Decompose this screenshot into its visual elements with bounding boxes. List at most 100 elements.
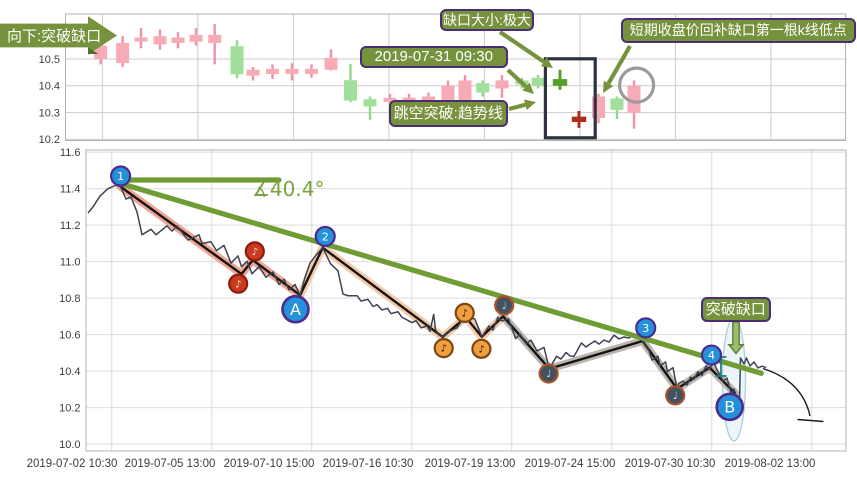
pivot-note-marker: ♪ — [454, 302, 475, 323]
y-axis-tick-label: 11.2 — [60, 220, 81, 232]
candle-body — [230, 46, 244, 75]
pivot-label-marker-A: A — [281, 294, 310, 324]
annotation-trendline-angle-text: ∡40.4° — [252, 176, 325, 201]
x-axis-tick-label: 2019-08-02 13:00 — [725, 458, 816, 470]
svg-text:♩: ♩ — [502, 301, 507, 312]
svg-text:2: 2 — [322, 230, 329, 243]
annotation-short-term-close-fill: 短期收盘价回补缺口第一根k线低点 — [620, 17, 856, 43]
svg-text:♪: ♪ — [235, 279, 241, 290]
x-axis-tick-label: 2019-07-30 10:30 — [625, 458, 716, 470]
candle-body — [189, 34, 203, 42]
pivot-note-marker: ♩ — [494, 295, 515, 316]
annotation-arrow-line — [508, 102, 526, 112]
y-axis-tick-label: 11.4 — [60, 183, 81, 195]
ribbon-fold — [87, 47, 99, 55]
x-axis-tick-label: 2019-07-24 15:00 — [525, 458, 616, 470]
pivot-label-marker-1: 1 — [109, 165, 132, 187]
y-axis-tick-label: 10.4 — [59, 366, 80, 378]
y-axis-tick-label: 11.0 — [60, 256, 81, 268]
pivot-note-marker: ♩ — [665, 385, 686, 406]
candle-body — [627, 85, 641, 113]
y-axis-tick-label: 10.5 — [39, 54, 60, 66]
candle-highlight-circle — [617, 66, 656, 104]
candle-body — [208, 34, 222, 43]
annotation-datetime: 2019-07-31 09:30 — [360, 45, 508, 68]
annotation-gap-breakout-trendline-text: 跳空突破:趋势线 — [393, 104, 503, 122]
annotation-arrowhead-icon — [522, 82, 534, 94]
annotation-arrow-line — [506, 68, 528, 89]
gap-cross-marker-bar — [571, 116, 587, 122]
pivot-label-marker-4: 4 — [700, 344, 723, 366]
down-arrow-icon — [727, 321, 745, 355]
annotation-arrowhead-icon — [523, 99, 536, 110]
svg-text:♪: ♪ — [462, 308, 468, 319]
x-axis-tick-label: 2019-07-16 10:30 — [323, 458, 414, 470]
svg-text:♩: ♩ — [546, 369, 551, 380]
x-axis-tick-label: 2019-07-05 13:00 — [125, 458, 216, 470]
annotation-down-breakaway-gap-text: 向下:突破缺口 — [7, 28, 102, 45]
svg-text:♪: ♪ — [441, 344, 447, 355]
y-axis-tick-label: 10.8 — [59, 293, 80, 305]
annotation-trendline-angle: ∡40.4° — [252, 177, 324, 201]
candle-body — [171, 37, 185, 43]
candle-body — [305, 68, 318, 75]
price-line — [87, 184, 767, 405]
candle-body — [422, 96, 435, 102]
pivot-label-marker-2: 2 — [314, 225, 336, 248]
annotation-arrowhead-icon — [603, 80, 614, 93]
pivot-note-marker: ♪ — [433, 338, 454, 359]
y-axis-tick-label: 11.6 — [60, 147, 81, 159]
pivot-label-marker-B: B — [715, 392, 745, 422]
bottom-panel-border — [85, 149, 847, 452]
pivot-note-marker: ♪ — [471, 338, 492, 359]
annotation-arrow-line — [498, 30, 546, 64]
candle-body — [495, 80, 509, 89]
svg-text:♩: ♩ — [673, 391, 678, 402]
pivot-note-marker: ♪ — [244, 241, 265, 262]
pivot-note-marker: ♩ — [538, 363, 559, 384]
x-axis-tick-label: 2019-07-02 10:30 — [27, 458, 118, 470]
svg-text:B: B — [724, 398, 735, 417]
candle-body — [363, 99, 377, 107]
candle-body — [402, 97, 416, 103]
leader-arc-line — [762, 367, 811, 417]
annotation-datetime-text: 2019-07-31 09:30 — [374, 48, 493, 66]
y-axis-tick-label: 10.0 — [59, 439, 80, 451]
y-axis-tick-label: 10.2 — [59, 402, 80, 414]
y-axis-tick-label: 10.6 — [59, 329, 80, 341]
candle-body — [324, 57, 338, 70]
annotation-arrowhead-icon — [540, 57, 553, 68]
annotation-gap-size: 缺口大小:极大 — [440, 8, 534, 31]
zigzag-line — [119, 185, 737, 395]
candle-body — [153, 36, 167, 45]
x-axis-labels: 2019-07-02 10:30 2019-07-05 13:00 2019-07-… — [27, 458, 816, 470]
annotation-breakaway-gap-text: 突破缺口 — [705, 300, 766, 318]
pivot-note-marker: ♪ — [228, 273, 249, 294]
y-axis-tick-label: 10.2 — [39, 134, 60, 146]
svg-text:♪: ♪ — [478, 344, 484, 355]
candle-body — [476, 83, 490, 93]
candle-body — [246, 69, 260, 76]
annotation-arrows — [498, 30, 632, 112]
candle-body — [266, 68, 279, 75]
candle-body — [458, 80, 472, 101]
svg-text:3: 3 — [642, 322, 649, 335]
gap-cross-marker-bar — [552, 79, 568, 86]
x-axis-tick-label: 2019-07-10 15:00 — [224, 458, 315, 470]
trend-line — [117, 180, 764, 376]
candle-body — [116, 42, 130, 64]
annotation-down-breakaway-gap: 向下:突破缺口 — [0, 15, 117, 56]
annotation-gap-size-text: 缺口大小:极大 — [443, 11, 531, 28]
y-axis-tick-label: 10.4 — [39, 81, 60, 93]
gap-highlight-rect — [543, 57, 597, 140]
svg-text:4: 4 — [708, 349, 715, 362]
svg-text:♪: ♪ — [252, 247, 258, 258]
leader-arc-end-tick — [797, 418, 824, 423]
candle-body — [531, 77, 545, 86]
candle-body — [441, 85, 455, 101]
svg-text:1: 1 — [117, 170, 124, 183]
candle-body — [344, 80, 357, 101]
candle-body — [134, 37, 148, 42]
